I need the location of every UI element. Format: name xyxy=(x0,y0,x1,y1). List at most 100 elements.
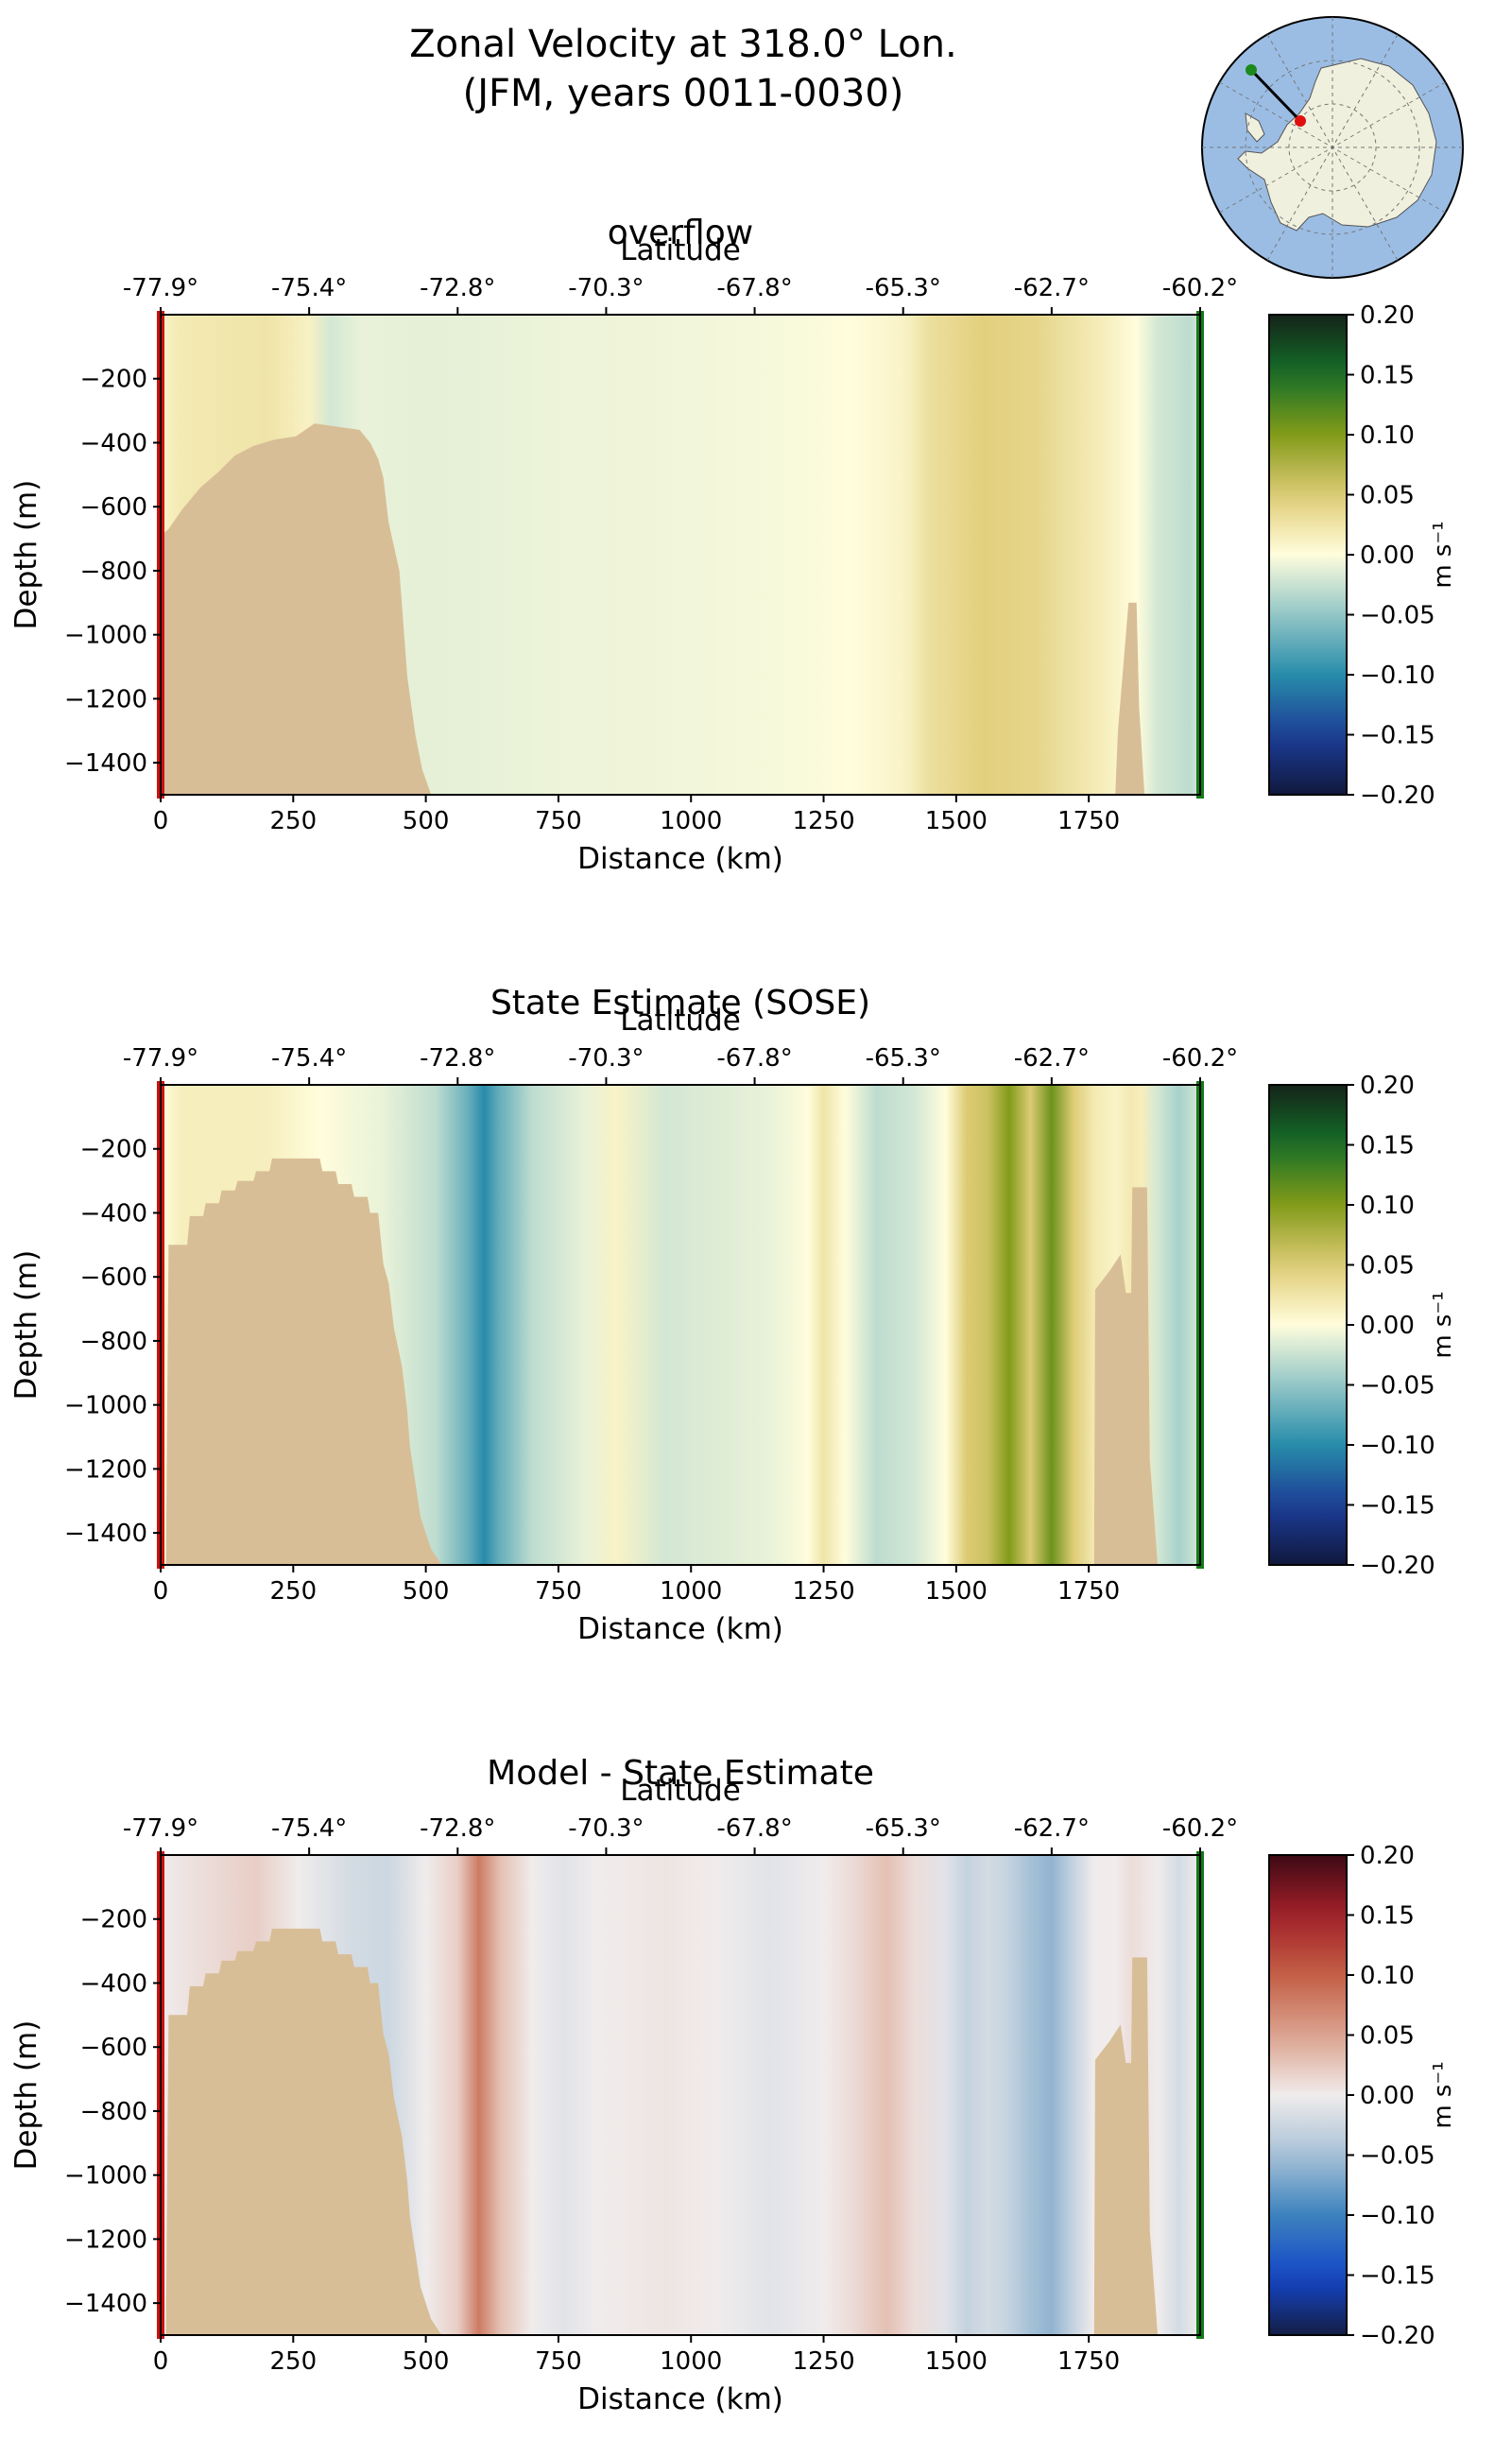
graticule-circle xyxy=(1245,60,1420,235)
colorbar-tick-label: 0.10 xyxy=(1360,1192,1415,1220)
colorbar xyxy=(1268,1084,1348,1566)
y-tick-label: −800 xyxy=(80,1328,147,1356)
colorbar-label: m s⁻¹ xyxy=(1429,2061,1457,2128)
x-tick-label: 250 xyxy=(269,807,317,835)
colorbar-tick-label: −0.20 xyxy=(1360,1552,1435,1580)
x-tick-label: 500 xyxy=(403,807,450,835)
colorbar xyxy=(1268,314,1348,796)
colorbar-label: m s⁻¹ xyxy=(1429,521,1457,588)
colorbar xyxy=(1268,1854,1348,2336)
lat-tick-label: -62.7° xyxy=(1014,1044,1090,1073)
x-tick-label: 250 xyxy=(269,2347,317,2376)
y-tick-label: −1400 xyxy=(64,2290,147,2318)
x-tick-label: 750 xyxy=(535,2347,582,2376)
x-tick-label: 250 xyxy=(269,1577,317,1606)
y-tick-label: −1400 xyxy=(64,749,147,778)
lat-tick-label: -77.9° xyxy=(123,1044,198,1073)
y-tick-label: −1200 xyxy=(64,1455,147,1484)
lat-tick-label: -77.9° xyxy=(123,1814,198,1843)
x-tick-label: 1750 xyxy=(1057,2347,1120,2376)
figure-title-line1: Zonal Velocity at 318.0° Lon. xyxy=(409,23,956,66)
y-tick-label: −1000 xyxy=(64,622,147,650)
y-tick-label: −800 xyxy=(80,558,147,586)
y-axis-label: Depth (m) xyxy=(9,2020,43,2171)
antarctica-landmass xyxy=(1237,58,1437,232)
panel-title: overflow xyxy=(608,214,753,252)
colorbar-tick-label: 0.20 xyxy=(1360,1842,1415,1870)
lat-tick-label: -75.4° xyxy=(271,1814,347,1843)
x-tick-label: 1250 xyxy=(792,1577,854,1606)
bathymetry xyxy=(161,1928,1159,2335)
lat-tick-label: -67.8° xyxy=(716,1814,792,1843)
lat-tick-label: -65.3° xyxy=(866,1814,941,1843)
peninsula xyxy=(1245,112,1265,143)
lat-tick-label: -70.3° xyxy=(568,1044,644,1073)
panel-overflow: overflow 0 250 500 750 1000 1250 1500 1750 Distan… xyxy=(9,214,1457,876)
colorbar-tick-label: −0.05 xyxy=(1360,602,1435,630)
colorbar-tick-label: −0.15 xyxy=(1360,2262,1435,2291)
lat-tick-label: -62.7° xyxy=(1014,1814,1090,1843)
lat-tick-label: -62.7° xyxy=(1014,274,1090,302)
colorbar-tick-label: −0.05 xyxy=(1360,1372,1435,1400)
x-tick-label: 750 xyxy=(535,1577,582,1606)
y-tick-label: −200 xyxy=(80,1906,147,1934)
y-tick-label: −600 xyxy=(80,493,147,522)
y-tick-label: −600 xyxy=(80,1263,147,1292)
x-axis-label: Distance (km) xyxy=(577,1612,783,1646)
lat-tick-label: -77.9° xyxy=(123,274,198,302)
lat-tick-label: -60.2° xyxy=(1162,1044,1238,1073)
lat-tick-label: -72.8° xyxy=(420,274,495,302)
y-tick-label: −1000 xyxy=(64,1392,147,1420)
colorbar-tick-label: −0.10 xyxy=(1360,662,1435,690)
latitude-axis-label: Latitude xyxy=(620,1004,741,1038)
lat-tick-label: -65.3° xyxy=(866,1044,941,1073)
colorbar-label: m s⁻¹ xyxy=(1429,1291,1457,1358)
x-tick-label: 1750 xyxy=(1057,807,1120,835)
x-tick-label: 0 xyxy=(153,2347,169,2376)
latitude-axis-label: Latitude xyxy=(620,1774,741,1808)
colorbar-tick-label: −0.20 xyxy=(1360,782,1435,810)
y-tick-label: −600 xyxy=(80,2034,147,2062)
colorbar-tick-label: 0.00 xyxy=(1360,541,1415,570)
transect-end-dot xyxy=(1295,115,1306,127)
colorbar-tick-label: −0.20 xyxy=(1360,2322,1435,2350)
colorbar-tick-label: 0.00 xyxy=(1360,2082,1415,2110)
colorbar-tick-label: 0.15 xyxy=(1360,362,1415,390)
panel-sose: State Estimate (SOSE) 0 250 500 750 1000 1250 1… xyxy=(9,984,1457,1646)
x-tick-label: 1500 xyxy=(925,807,988,835)
figure-title-line2: (JFM, years 0011-0030) xyxy=(463,72,904,115)
colorbar-tick-label: 0.15 xyxy=(1360,1902,1415,1931)
x-tick-label: 750 xyxy=(535,807,582,835)
y-tick-label: −400 xyxy=(80,429,147,457)
panel-difference: Model - State Estimate 0 250 500 750 1000 1250… xyxy=(9,1754,1457,2416)
y-tick-label: −400 xyxy=(80,1199,147,1228)
x-tick-label: 0 xyxy=(153,1577,169,1606)
x-tick-label: 500 xyxy=(403,1577,450,1606)
y-tick-label: −800 xyxy=(80,2098,147,2126)
bathymetry xyxy=(161,1158,1159,1565)
lat-tick-label: -72.8° xyxy=(420,1814,495,1843)
lat-tick-label: -65.3° xyxy=(866,274,941,302)
colorbar-tick-label: 0.20 xyxy=(1360,1072,1415,1100)
lat-tick-label: -67.8° xyxy=(716,274,792,302)
inset-map xyxy=(1201,16,1464,279)
y-axis-label: Depth (m) xyxy=(9,480,43,630)
lat-tick-label: -75.4° xyxy=(271,1044,347,1073)
x-tick-label: 1000 xyxy=(660,2347,722,2376)
colorbar-tick-label: 0.05 xyxy=(1360,2022,1415,2051)
y-tick-label: −200 xyxy=(80,366,147,394)
bathymetry xyxy=(161,423,1145,795)
x-tick-label: 1000 xyxy=(660,1577,722,1606)
panel-title: Model - State Estimate xyxy=(487,1754,874,1793)
plot-frame xyxy=(160,1084,1201,1566)
y-tick-label: −1200 xyxy=(64,685,147,713)
transect-line xyxy=(1249,68,1302,123)
colorbar-tick-label: 0.10 xyxy=(1360,421,1415,450)
colorbar-tick-label: 0.20 xyxy=(1360,301,1415,330)
x-tick-label: 1750 xyxy=(1057,1577,1120,1606)
colorbar-tick-label: −0.15 xyxy=(1360,1492,1435,1521)
colorbar-tick-label: −0.15 xyxy=(1360,722,1435,750)
lat-tick-label: -75.4° xyxy=(271,274,347,302)
colorbar-tick-label: 0.15 xyxy=(1360,1132,1415,1160)
graticule-meridian xyxy=(1219,81,1446,214)
